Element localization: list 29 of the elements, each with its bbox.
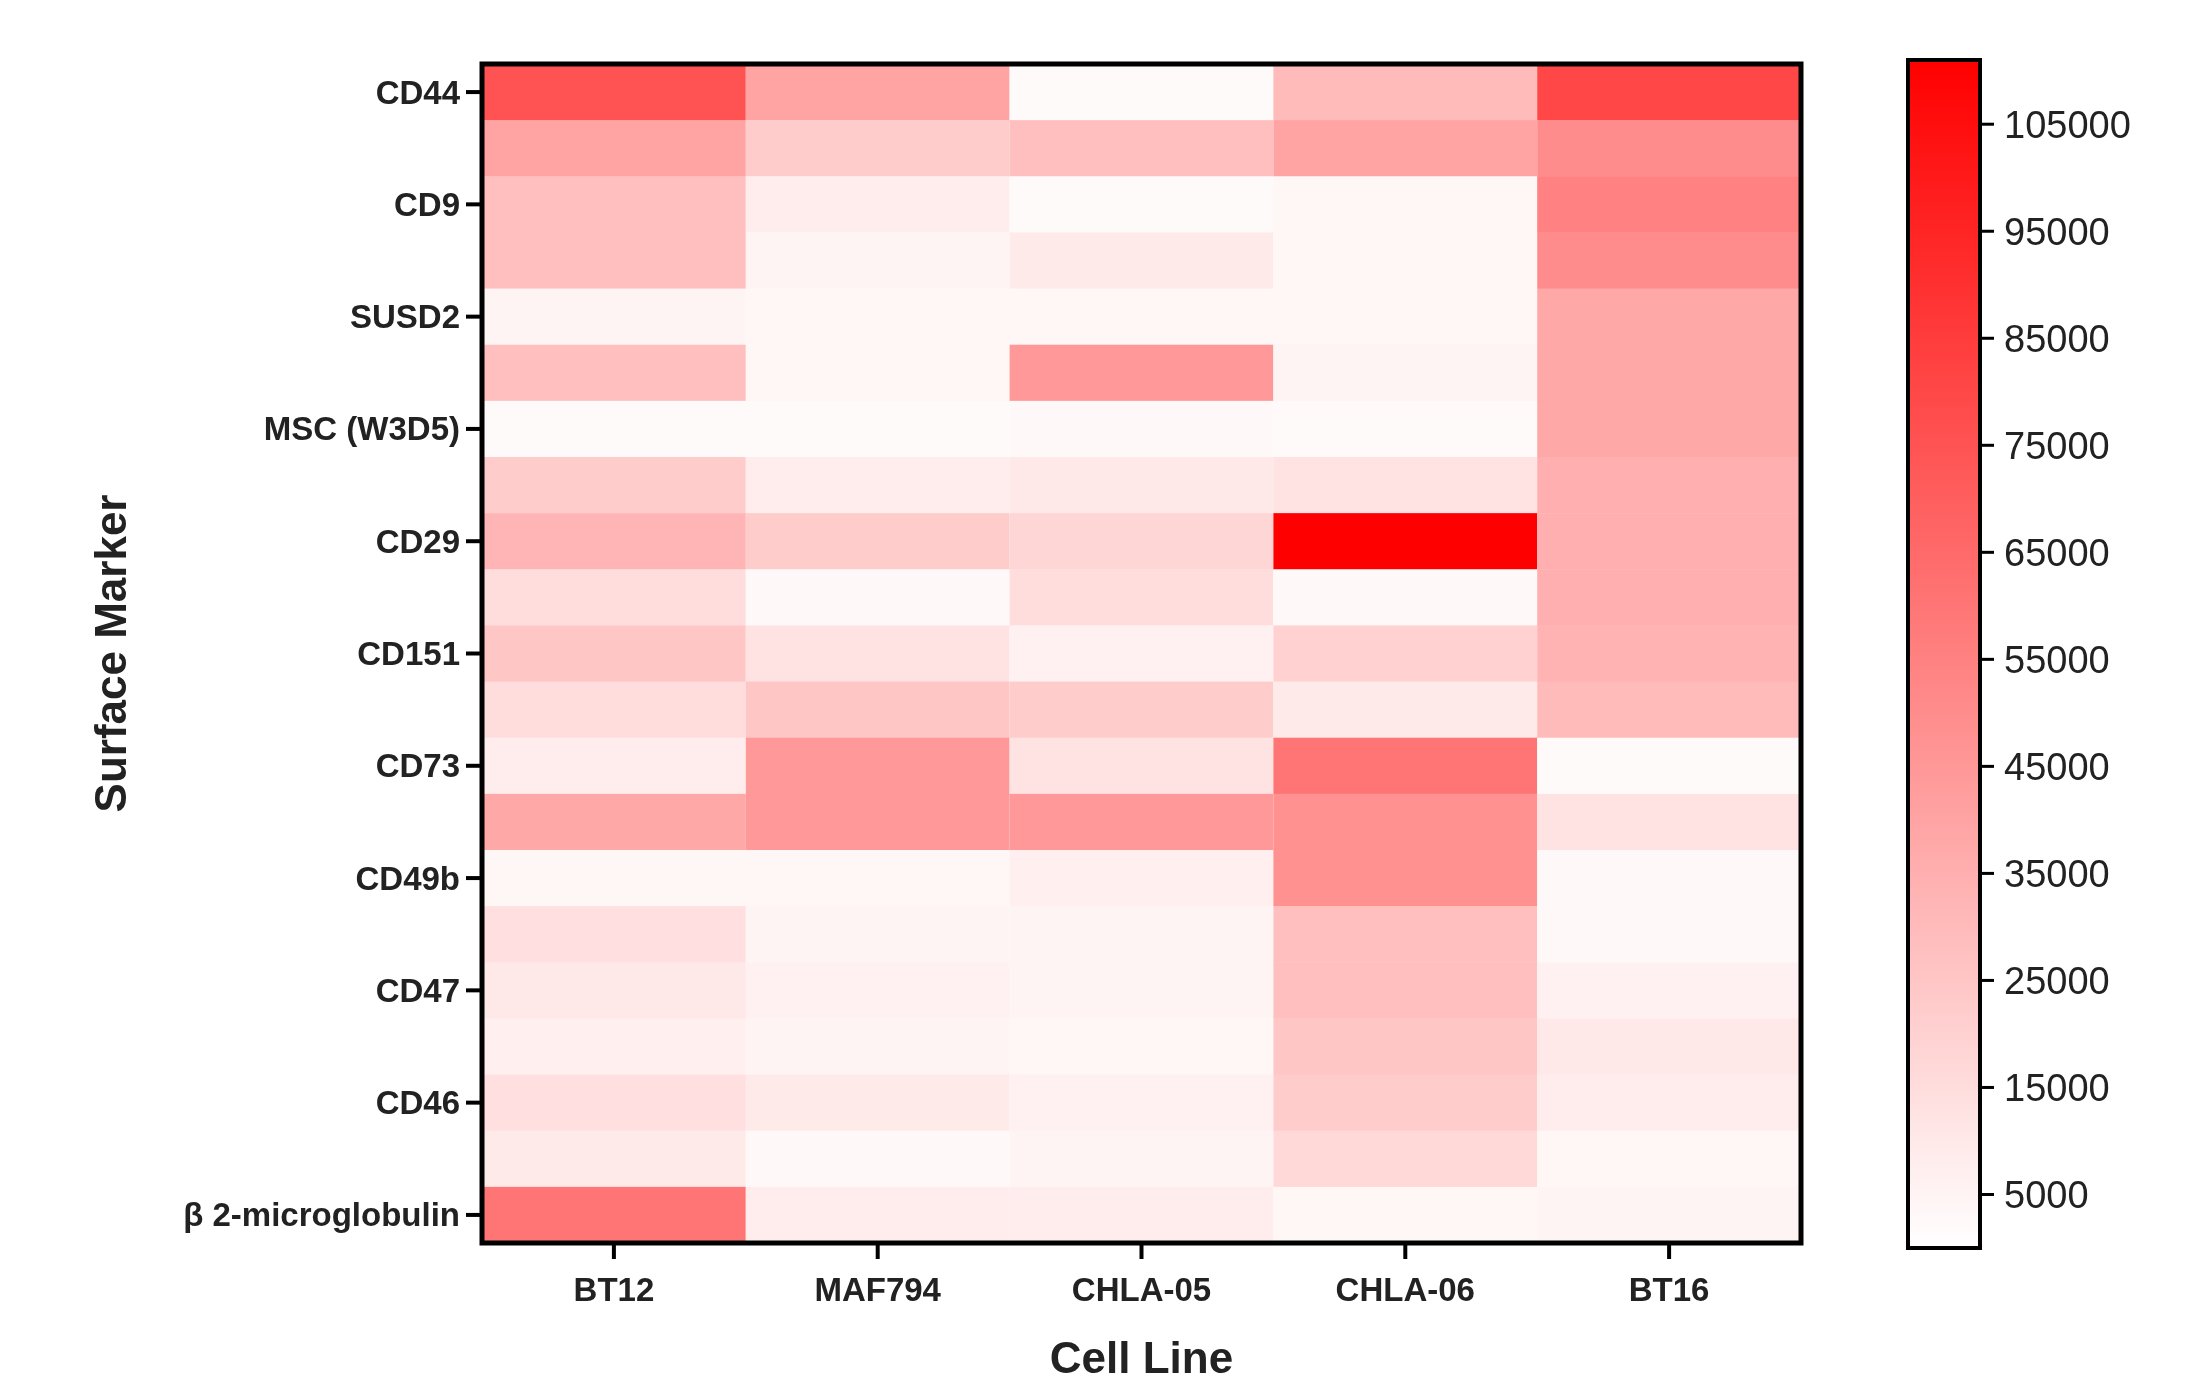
- y-tick-label: MSC (W3D5): [263, 410, 460, 448]
- x-axis-title: Cell Line: [1049, 1333, 1234, 1382]
- color-bar-label: 15000: [2004, 1066, 2110, 1109]
- x-tick-label: MAF794: [814, 1271, 942, 1308]
- x-tick-label: BT16: [1628, 1271, 1710, 1308]
- color-bar-label: 55000: [2004, 638, 2110, 681]
- y-tick-label: CD151: [357, 635, 460, 673]
- y-tick-label: SUSD2: [349, 298, 460, 336]
- color-bar-label: 5000: [2004, 1173, 2089, 1216]
- color-bar-label: 25000: [2004, 959, 2110, 1002]
- y-tick-label: CD46: [375, 1084, 460, 1122]
- y-tick-label: CD47: [375, 971, 460, 1009]
- y-tick-label: CD9: [393, 185, 460, 223]
- color-bar-label: 95000: [2004, 210, 2110, 253]
- y-tick-label: CD29: [375, 522, 460, 560]
- y-tick-label: β 2-microglobulin: [183, 1196, 460, 1234]
- y-tick-label: CD44: [375, 73, 461, 111]
- color-bar-label: 85000: [2004, 317, 2110, 360]
- color-bar-label: 75000: [2004, 424, 2110, 467]
- color-bar-label: 65000: [2004, 531, 2110, 574]
- color-bar-label: 45000: [2004, 745, 2110, 788]
- color-bar-label: 35000: [2004, 852, 2110, 895]
- color-bar-label: 105000: [2004, 103, 2131, 146]
- y-tick-label: CD49b: [355, 859, 460, 897]
- x-tick-label: BT12: [573, 1271, 655, 1308]
- y-axis-title: Surface Marker: [86, 494, 135, 813]
- y-tick-label: CD73: [375, 747, 460, 785]
- x-tick-label: CHLA-06: [1335, 1271, 1475, 1308]
- x-tick-label: CHLA-05: [1071, 1271, 1212, 1308]
